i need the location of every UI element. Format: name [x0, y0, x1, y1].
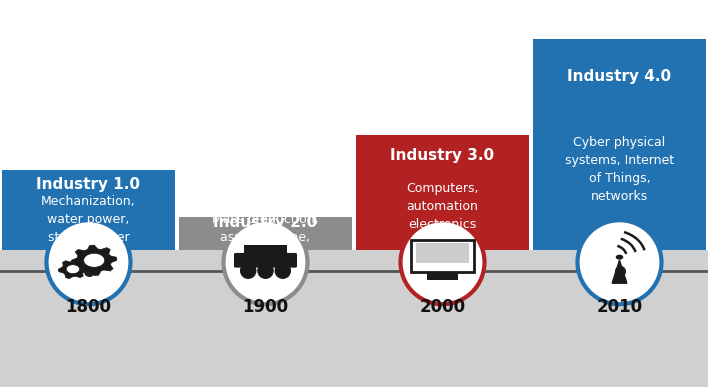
Polygon shape [612, 260, 627, 283]
Ellipse shape [241, 263, 256, 278]
Ellipse shape [67, 265, 79, 274]
Ellipse shape [578, 220, 661, 304]
Bar [427, 272, 458, 280]
Bar [2, 170, 176, 250]
Ellipse shape [84, 253, 105, 267]
Text: Mechanization,
water power,
steam power: Mechanization, water power, steam power [41, 195, 136, 244]
Bar [416, 243, 469, 263]
Ellipse shape [47, 220, 130, 304]
Ellipse shape [401, 220, 484, 304]
Polygon shape [72, 245, 117, 276]
Bar [0, 250, 708, 387]
Bar [244, 245, 258, 254]
Bar [178, 217, 353, 250]
Text: Mass production,
assembly line,
electricity: Mass production, assembly line, electric… [212, 212, 319, 262]
Ellipse shape [275, 263, 290, 278]
Bar [411, 240, 474, 272]
Text: Computers,
automation
electronics: Computers, automation electronics [406, 182, 479, 231]
Text: Industry 2.0: Industry 2.0 [213, 215, 318, 230]
Text: Industry 4.0: Industry 4.0 [567, 69, 672, 84]
Text: Cyber physical
systems, Internet
of Things,
networks: Cyber physical systems, Internet of Thin… [565, 136, 674, 203]
Bar [532, 39, 707, 250]
Bar [258, 245, 273, 254]
FancyBboxPatch shape [234, 253, 297, 267]
Ellipse shape [616, 255, 623, 260]
Polygon shape [58, 260, 88, 279]
Bar [273, 245, 287, 254]
Text: Industry 3.0: Industry 3.0 [390, 149, 495, 163]
Text: 2000: 2000 [419, 298, 466, 316]
Ellipse shape [258, 263, 273, 278]
Bar [355, 135, 530, 250]
Text: 2010: 2010 [596, 298, 643, 316]
Text: Industry 1.0: Industry 1.0 [37, 177, 140, 192]
Ellipse shape [224, 220, 307, 304]
Text: 1900: 1900 [242, 298, 289, 316]
Text: 1800: 1800 [66, 298, 111, 316]
